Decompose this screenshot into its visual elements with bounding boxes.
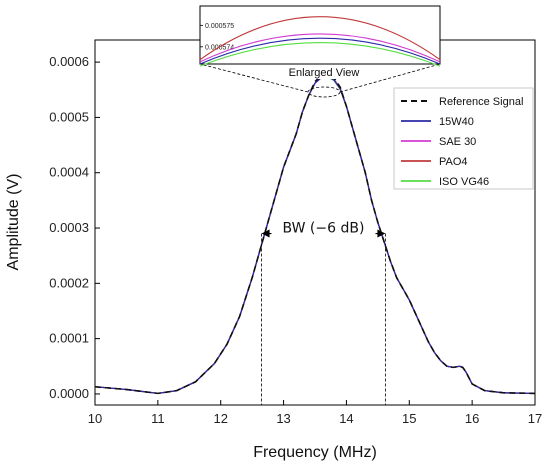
zoom-region	[307, 86, 341, 98]
inset-curve-pao4	[199, 16, 441, 61]
inset-curve-iso-vg46	[199, 41, 441, 67]
y-axis: 0.0000 0.0001 0.0002 0.0003 0.0004 0.0005 0.00…	[49, 54, 100, 401]
x-tick-label: 16	[465, 411, 479, 426]
x-axis: 10 11 12 13 14 15 16 17	[88, 400, 542, 426]
inset-enlarged-view: 0.000575 0.000574 Enlarged View	[199, 5, 441, 79]
inset-y-tick-label: 0.000575	[205, 23, 234, 30]
y-tick-label: 0.0003	[49, 220, 89, 235]
bw-arrowhead-right	[377, 229, 386, 238]
y-tick-label: 0.0002	[49, 275, 89, 290]
y-tick-label: 0.0006	[49, 54, 89, 69]
y-axis-title: Amplitude (V)	[5, 174, 22, 271]
plot-area: 10 11 12 13 14 15 16 17 0.00000.00010.00020.000…	[49, 39, 542, 426]
x-tick-label: 17	[528, 411, 542, 426]
bandwidth-annotation: BW (−6 dB)	[261, 217, 386, 405]
y-tick-label: 0.0004	[49, 165, 89, 180]
y-tick-label: 0.0001	[49, 331, 89, 346]
x-tick-label: 10	[88, 411, 102, 426]
legend-label: PAO4	[439, 156, 468, 168]
x-axis-title: Frequency (MHz)	[253, 444, 377, 461]
bw-arrowhead-left	[261, 229, 270, 238]
zoom-connector-left	[199, 63, 309, 93]
zoom-connector-right	[339, 63, 441, 93]
x-tick-label: 14	[339, 411, 353, 426]
inset-curve-15w40	[199, 37, 441, 65]
series-line-reference-signal	[94, 72, 536, 395]
y-tick-label: 0.0000	[49, 386, 89, 401]
legend-label: ISO VG46	[439, 176, 489, 188]
inset-y-tick-label: 0.000574	[205, 44, 234, 51]
legend-label: 15W40	[439, 116, 474, 128]
inset-y-axis: 0.000575 0.000574	[200, 23, 234, 51]
inset-curves	[199, 16, 441, 67]
bw-label-background	[271, 217, 376, 238]
legend: Reference Signal 15W40 SAE 30 PAO4 ISO VG46	[393, 87, 534, 190]
x-tick-label: 12	[213, 411, 227, 426]
legend-label: Reference Signal	[439, 96, 523, 108]
series-lines	[94, 72, 536, 395]
inset-title-background	[284, 65, 368, 79]
x-tick-label: 15	[402, 411, 416, 426]
x-tick-label: 11	[151, 411, 165, 426]
inset-frame	[199, 5, 441, 65]
inset-curve-sae-30	[199, 33, 441, 63]
legend-label: SAE 30	[439, 136, 476, 148]
legend-box	[393, 87, 534, 190]
y-tick-label: 0.0005	[49, 109, 89, 124]
x-tick-label: 13	[276, 411, 290, 426]
bw-label: BW (−6 dB)	[283, 221, 365, 237]
inset-title: Enlarged View	[289, 67, 360, 79]
